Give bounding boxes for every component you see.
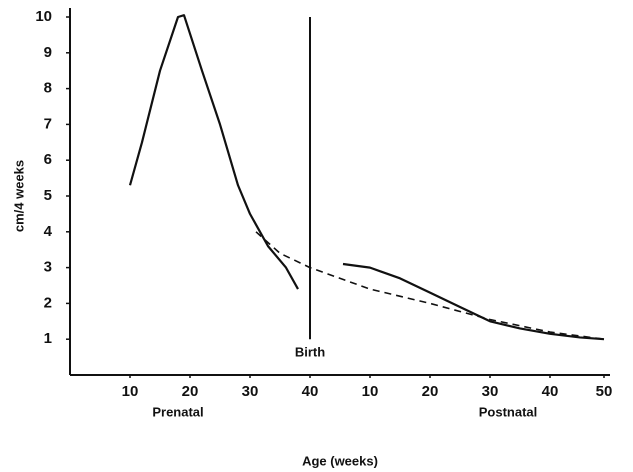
y-axis-label: cm/4 weeks [11, 160, 26, 232]
x-tick-label: 40 [302, 383, 319, 400]
x-tick-label: 10 [122, 383, 139, 400]
x-tick-label: 20 [182, 383, 199, 400]
series-line [255, 231, 605, 340]
y-tick-label: 6 [44, 151, 52, 168]
group-label: Postnatal [479, 404, 538, 419]
x-tick-label: 20 [422, 383, 439, 400]
y-tick-label: 9 [44, 44, 52, 61]
annotation: Birth [295, 345, 325, 360]
series-line [128, 14, 299, 290]
y-tick-label: 8 [44, 80, 52, 97]
x-tick-label: 40 [542, 383, 559, 400]
x-tick-label: 50 [596, 383, 613, 400]
y-tick-label: 1 [44, 330, 52, 347]
y-tick-label: 2 [44, 294, 52, 311]
y-tick-label: 4 [44, 223, 53, 240]
x-tick-label: 30 [242, 383, 259, 400]
x-tick-label: 30 [482, 383, 499, 400]
y-tick-label: 7 [44, 115, 52, 132]
group-label: Prenatal [152, 404, 203, 419]
y-tick-label: 5 [44, 187, 52, 204]
y-tick-label: 10 [35, 8, 52, 25]
y-tick-label: 3 [44, 259, 52, 276]
x-tick-label: 10 [362, 383, 379, 400]
series-line [342, 262, 605, 341]
x-axis-label: Age (weeks) [302, 453, 378, 468]
